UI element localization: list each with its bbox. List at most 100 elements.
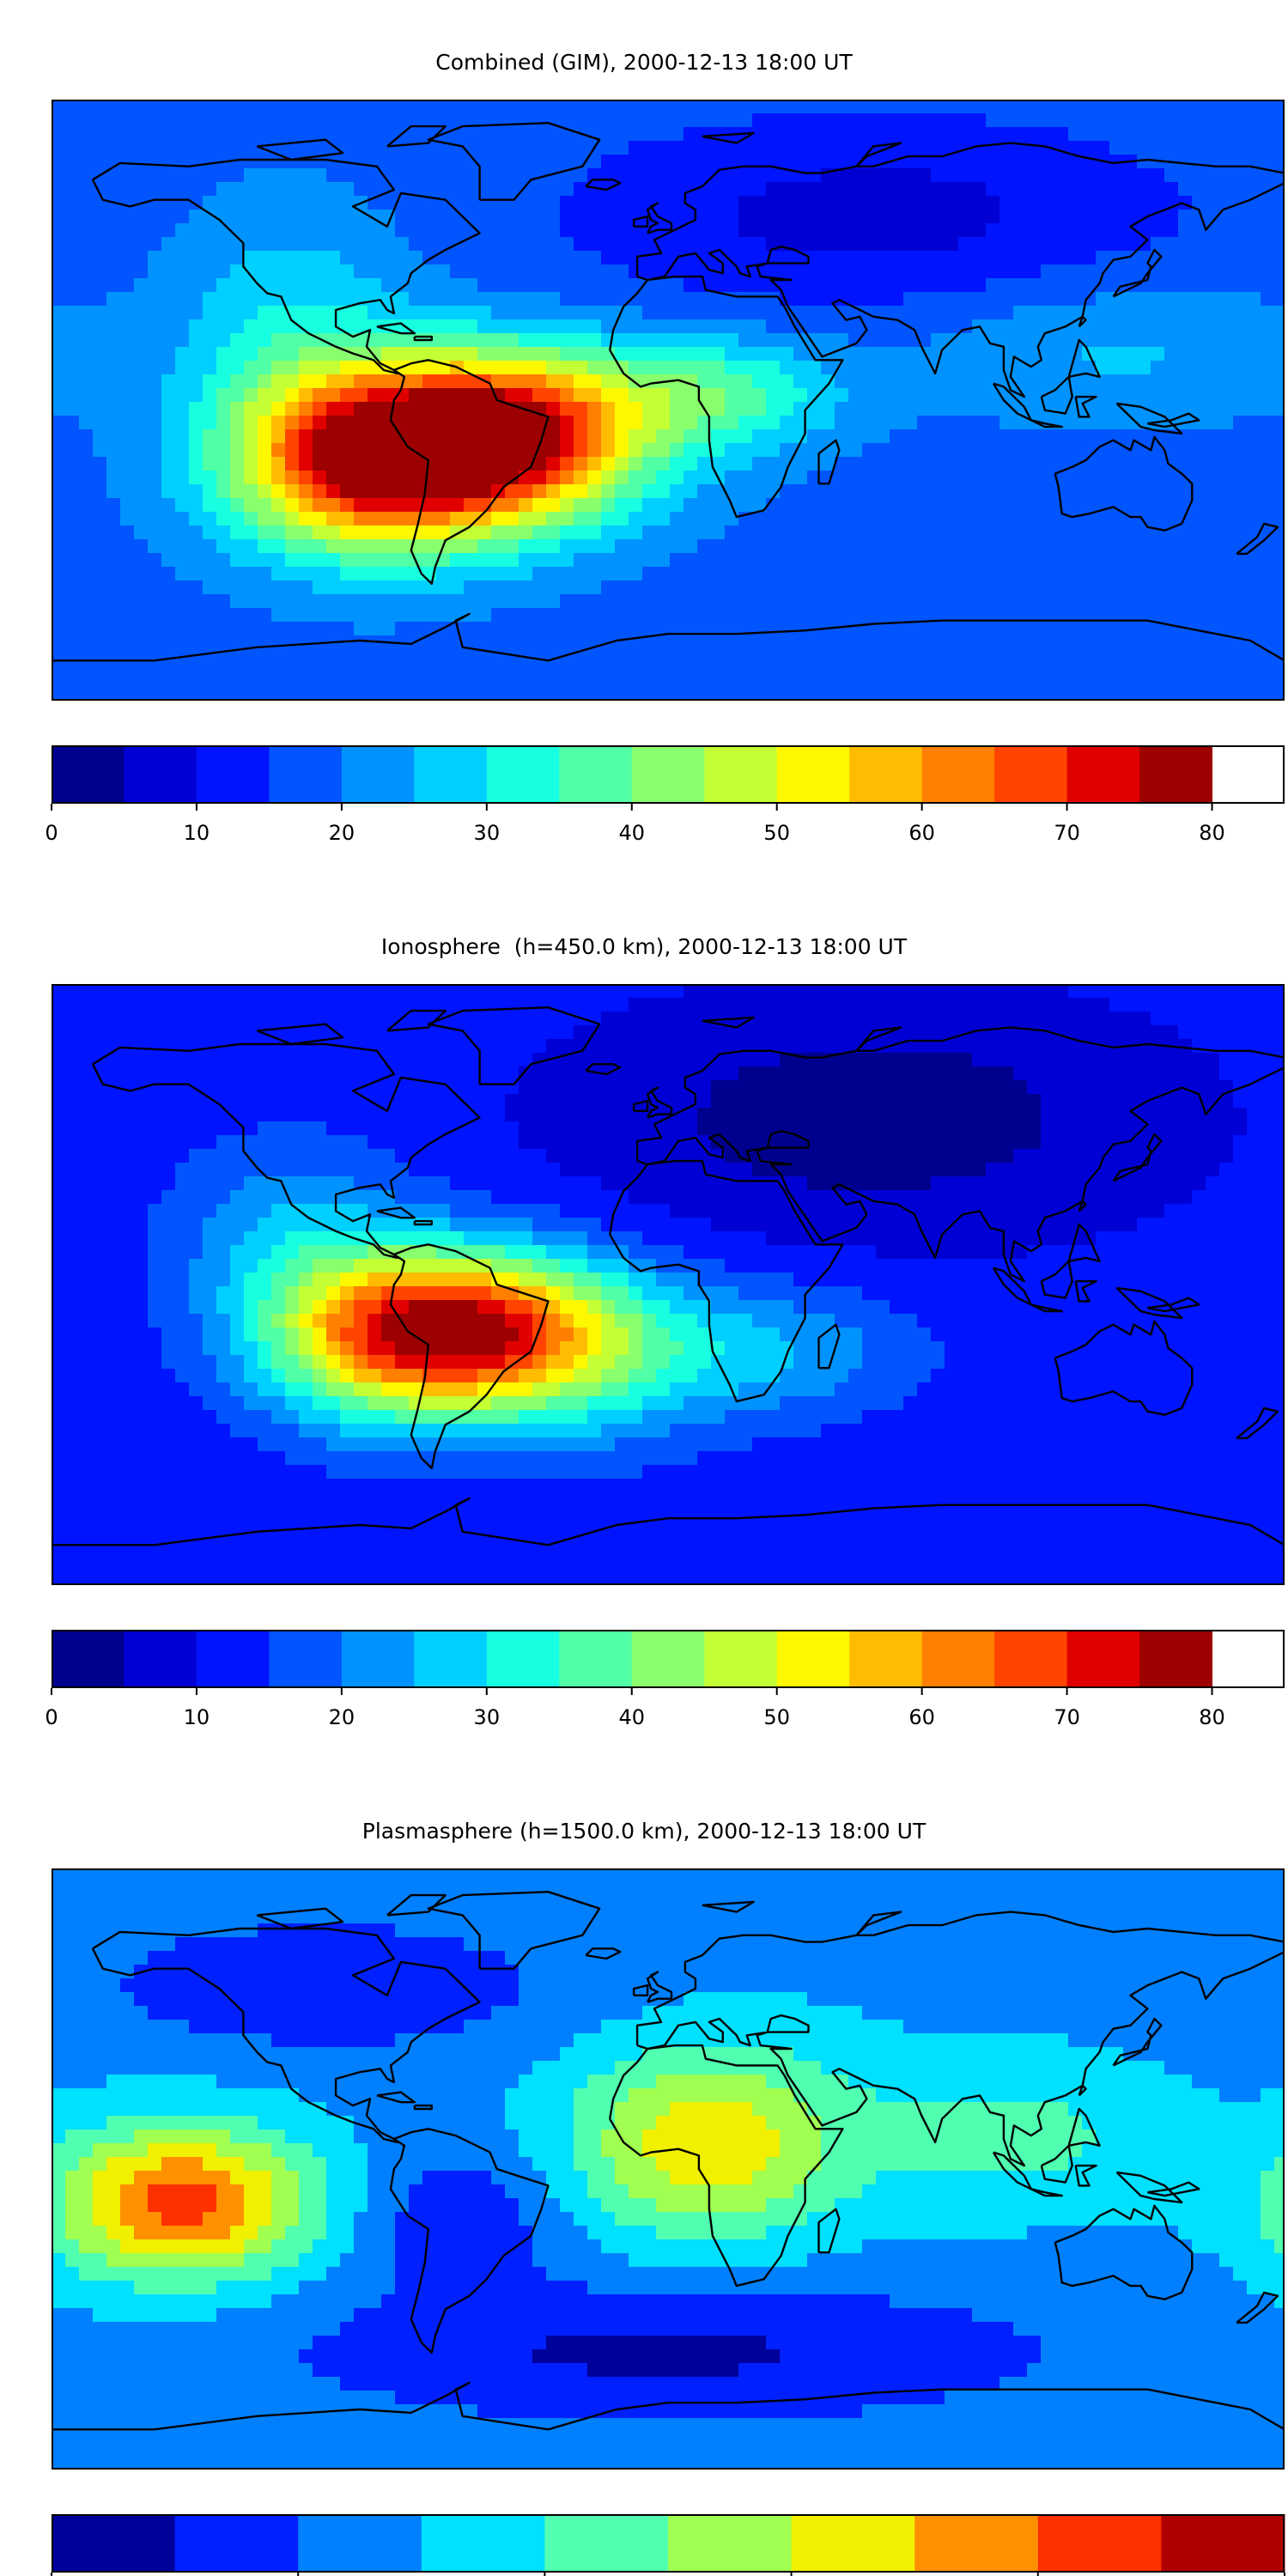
colorbar-segment-14	[1066, 1630, 1140, 1688]
coastline-20	[376, 2091, 416, 2104]
colorbar-tick-label: 20	[329, 1705, 355, 1729]
coastlines	[52, 122, 1285, 662]
coastline-6	[52, 1497, 1285, 1546]
colorbar-segment-2	[196, 1630, 270, 1688]
map-plasmasphere	[52, 1868, 1285, 2470]
colorbar-tick-label: 40	[618, 821, 645, 845]
colorbar-segment-7	[559, 1630, 633, 1688]
colorbar-segment-4	[341, 1630, 415, 1688]
colorbar-tick-label: 40	[618, 1705, 645, 1729]
colorbar-segment-3	[269, 745, 343, 804]
coastline-19	[1236, 2291, 1279, 2324]
coastline-21	[413, 2104, 433, 2111]
coastline-13	[1040, 375, 1073, 415]
coastline-4	[635, 142, 1285, 398]
coastline-14	[1074, 1279, 1097, 1303]
coastline-22	[386, 125, 447, 148]
coastline-12	[1030, 2188, 1063, 2197]
colorbar-segment-8	[1037, 2514, 1162, 2573]
coastline-22	[386, 1009, 447, 1032]
colorbar-svg: 0 10 20 30 40 50 60 70 80	[45, 745, 1285, 845]
colorbar-svg: 0 10 20 30 40 50 60 70 80	[45, 1630, 1285, 1729]
coastline-18	[817, 439, 841, 485]
colorbar-tick-label: 30	[474, 821, 501, 845]
colorbar-segment-13	[994, 1630, 1068, 1688]
coastline-0	[91, 158, 481, 375]
coastline-23	[256, 1023, 344, 1046]
colorbar-segment-6	[486, 1630, 560, 1688]
colorbar-segment-0	[52, 2514, 176, 2573]
contour-field	[52, 984, 1285, 1585]
coastline-17	[1078, 1200, 1087, 1212]
colorbar-segment-5	[414, 1630, 488, 1688]
coastline-1	[427, 1006, 601, 1085]
coastline-20	[376, 322, 416, 335]
colorbar-svg: 0510152025	[51, 2514, 1285, 2576]
coastline-6	[52, 2381, 1285, 2431]
coastline-14	[1074, 395, 1097, 418]
coastline-0	[91, 1042, 481, 1260]
colorbar-segment-0	[52, 1630, 125, 1688]
colorbar-segment-10	[776, 745, 850, 804]
coastline-12	[1030, 419, 1063, 428]
panel-1-title: Combined (GIM), 2000-12-13 18:00 UT	[435, 50, 853, 75]
colorbar-segment-10	[776, 1630, 850, 1688]
colorbar-segment-2	[196, 745, 270, 804]
colorbar-segment-1	[124, 1630, 197, 1688]
colorbar-tick-label: 80	[1199, 821, 1225, 845]
coastline-16	[1067, 2107, 1101, 2147]
map-frame	[52, 1868, 1285, 2470]
colorbar-segment-8	[631, 1630, 705, 1688]
coastline-13	[1040, 1260, 1073, 1299]
map-svg	[52, 984, 1285, 1585]
colorbar-frame	[52, 2514, 1285, 2573]
coastline-10	[1112, 2017, 1163, 2067]
colorbar-segment-5	[668, 2514, 793, 2573]
coastline-3	[609, 275, 844, 519]
coastline-22	[386, 1893, 447, 1917]
coastline-18	[817, 1323, 841, 1370]
coastline-19	[1236, 522, 1279, 556]
coastline-3	[609, 2044, 844, 2287]
colorbar-plasmasphere: 0510152025	[51, 2514, 1285, 2576]
coastline-8	[632, 1099, 649, 1112]
coastline-15	[1115, 1286, 1183, 1320]
coastline-9	[585, 1947, 622, 1960]
coastline-7	[646, 1086, 673, 1119]
coastline-10	[1112, 248, 1163, 298]
colorbar-tick-label: 0	[45, 1705, 58, 1729]
panel-3-title: Plasmasphere (h=1500.0 km), 2000-12-13 1…	[361, 1819, 927, 1844]
coastline-24	[702, 1016, 755, 1029]
coastline-20	[376, 1206, 416, 1219]
coastline-26	[1147, 1297, 1200, 1313]
colorbar-segment-0	[52, 745, 125, 804]
coastline-7	[646, 1971, 673, 2003]
map-combined-gim	[52, 100, 1285, 701]
colorbar-tick-label: 70	[1054, 821, 1080, 845]
colorbar-ionosphere: 0 10 20 30 40 50 60 70 80	[45, 1630, 1285, 1729]
colorbar-segment-11	[849, 745, 923, 804]
colorbar-tick-label: 60	[908, 821, 935, 845]
map-svg	[52, 100, 1285, 701]
coastline-16	[1067, 1223, 1101, 1262]
coastline-7	[646, 202, 673, 234]
colorbar-tick-label: 70	[1054, 1705, 1080, 1729]
colorbar-tick-label: 80	[1199, 1705, 1225, 1729]
colorbar-segment-12	[921, 1630, 995, 1688]
coastline-12	[1030, 1303, 1063, 1313]
map-frame	[52, 984, 1285, 1585]
coastline-21	[413, 1219, 433, 1226]
coastline-14	[1074, 2164, 1097, 2187]
coastline-24	[702, 131, 755, 144]
colorbar-segment-5	[414, 745, 488, 804]
colorbar-segment-9	[1161, 2514, 1285, 2573]
coastline-21	[413, 335, 433, 342]
colorbar-segment-6	[486, 745, 560, 804]
colorbar-segment-15	[1139, 745, 1213, 804]
coastline-8	[632, 215, 649, 228]
colorbar-tick-label: 60	[908, 1705, 935, 1729]
coastline-15	[1115, 402, 1183, 435]
colorbar-segment-9	[704, 745, 778, 804]
coastlines	[52, 1006, 1285, 1546]
coastlines	[52, 1891, 1285, 2431]
